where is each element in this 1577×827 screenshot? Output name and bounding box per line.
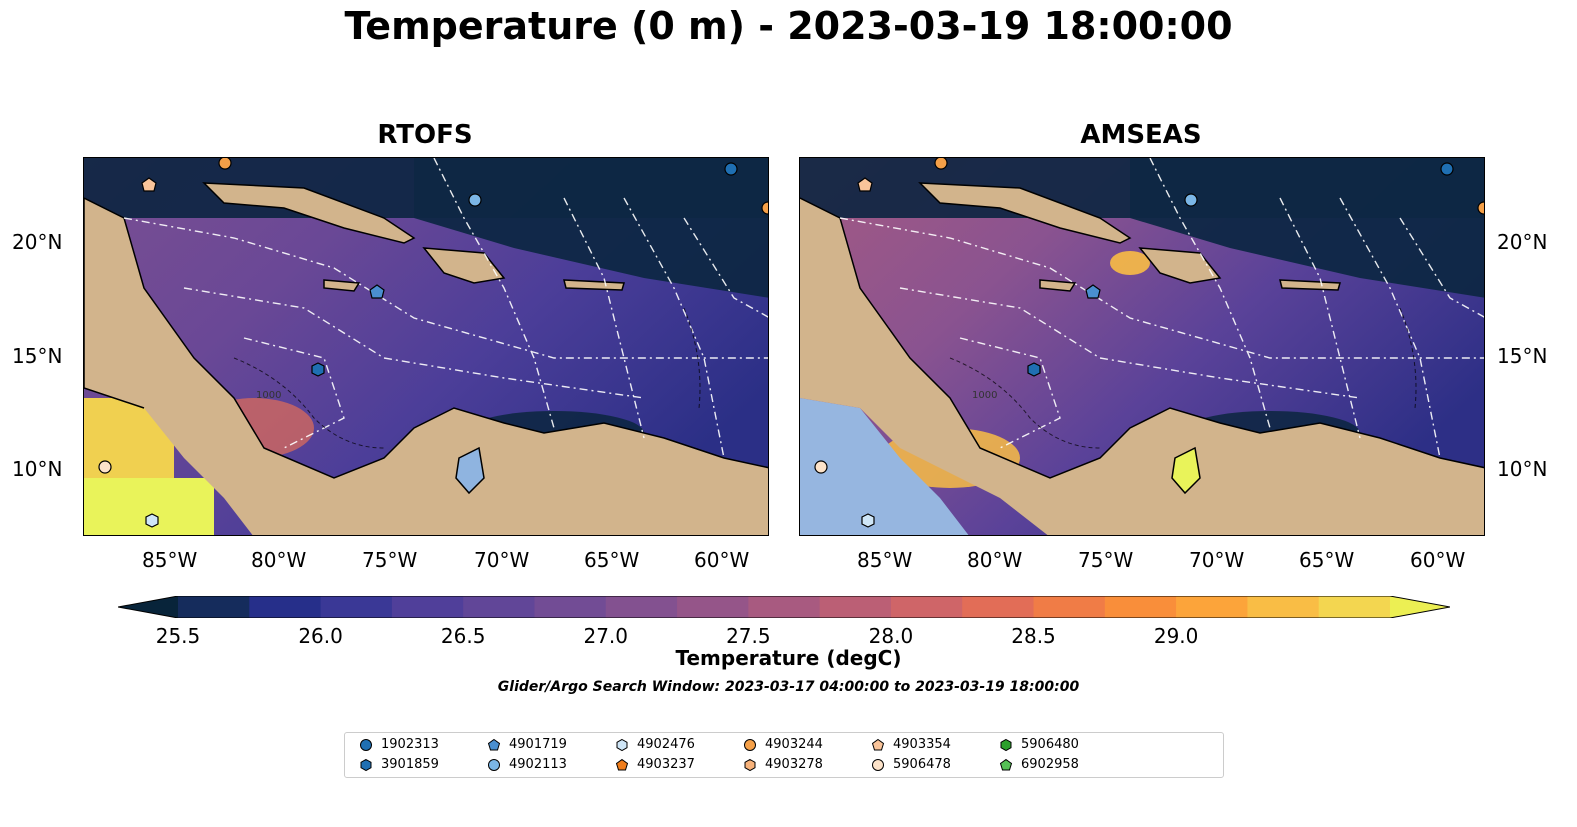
map-rtofs-svg: 1000 bbox=[84, 158, 768, 535]
legend-label: 4902113 bbox=[509, 757, 567, 772]
lon-tick-80w-right: 80°W bbox=[967, 548, 1023, 572]
colorbar-segment bbox=[677, 596, 749, 618]
legend-item: 5906478 bbox=[871, 757, 951, 772]
lat-tick-20n-right: 20°N bbox=[1497, 230, 1548, 254]
colorbar-segment bbox=[320, 596, 393, 618]
legend-label: 1902313 bbox=[381, 737, 439, 752]
lon-tick-70w-left: 70°W bbox=[474, 548, 530, 572]
circle-marker-icon bbox=[488, 758, 500, 771]
colorbar-tick-label: 29.0 bbox=[1153, 624, 1199, 648]
colorbar-segment bbox=[391, 596, 464, 618]
legend-item: 4903278 bbox=[743, 757, 823, 772]
colorbar-segment bbox=[962, 596, 1035, 618]
figure-title: Temperature (0 m) - 2023-03-19 18:00:00 bbox=[344, 4, 1233, 48]
lon-tick-70w-right: 70°W bbox=[1189, 548, 1245, 572]
map-amseas-svg: 1000 bbox=[800, 158, 1484, 535]
legend-item: 4903354 bbox=[871, 737, 951, 752]
legend-label: 5906478 bbox=[893, 757, 951, 772]
colorbar-segment bbox=[819, 596, 892, 618]
legend-item: 6902958 bbox=[999, 757, 1079, 772]
pentagon-marker-icon bbox=[615, 758, 629, 770]
legend-item: 4902113 bbox=[487, 757, 567, 772]
legend-label: 4902476 bbox=[637, 737, 695, 752]
legend-item: 3901859 bbox=[359, 757, 439, 772]
hexagon-marker-icon bbox=[360, 758, 372, 771]
lon-tick-60w-right: 60°W bbox=[1410, 548, 1466, 572]
circle-marker-icon bbox=[872, 758, 884, 771]
legend-item: 4903244 bbox=[743, 737, 823, 752]
hexagon-marker-icon bbox=[616, 738, 628, 751]
colorbar-tick-label: 28.0 bbox=[868, 624, 914, 648]
legend-item: 4902476 bbox=[615, 737, 695, 752]
legend-item: 1902313 bbox=[359, 737, 439, 752]
lon-tick-85w-right: 85°W bbox=[857, 548, 913, 572]
colorbar-tick-label: 26.0 bbox=[298, 624, 343, 648]
colorbar-segment bbox=[1318, 596, 1391, 618]
panel-title-amseas: AMSEAS bbox=[1080, 120, 1202, 150]
contour-label: 1000 bbox=[256, 390, 281, 401]
lat-tick-10n-right: 10°N bbox=[1497, 457, 1548, 481]
colorbar-extend-high bbox=[1390, 596, 1450, 618]
colorbar-segment bbox=[1247, 596, 1320, 618]
circle-marker-icon bbox=[744, 738, 756, 751]
lon-tick-60w-left: 60°W bbox=[694, 548, 750, 572]
legend-item: 4901719 bbox=[487, 737, 567, 752]
colorbar-segment bbox=[463, 596, 535, 618]
colorbar-segment bbox=[1033, 596, 1106, 618]
legend-label: 4903278 bbox=[765, 757, 823, 772]
colorbar-tick-label: 26.5 bbox=[440, 624, 486, 648]
lat-tick-20n-left: 20°N bbox=[12, 230, 63, 254]
colorbar-tick-label: 25.5 bbox=[155, 624, 201, 648]
colorbar-title: Temperature (degC) bbox=[675, 646, 902, 670]
search-window-text: Glider/Argo Search Window: 2023-03-17 04… bbox=[497, 679, 1080, 695]
lon-tick-85w-left: 85°W bbox=[142, 548, 198, 572]
legend-label: 4901719 bbox=[509, 737, 567, 752]
contour-label: 1000 bbox=[972, 390, 997, 401]
legend-label: 3901859 bbox=[381, 757, 439, 772]
legend-item: 5906480 bbox=[999, 737, 1079, 752]
hexagon-marker-icon bbox=[1000, 738, 1012, 751]
colorbar-segment bbox=[890, 596, 963, 618]
legend-label: 4903237 bbox=[637, 757, 695, 772]
colorbar-segment bbox=[1104, 596, 1177, 618]
pentagon-marker-icon bbox=[871, 738, 885, 750]
legend-item: 4903237 bbox=[615, 757, 695, 772]
pentagon-marker-icon bbox=[999, 758, 1013, 770]
lon-tick-80w-left: 80°W bbox=[251, 548, 307, 572]
lon-tick-65w-left: 65°W bbox=[584, 548, 640, 572]
colorbar-segment bbox=[1176, 596, 1248, 618]
float-legend: 1902313 3901859 4901719 4902113 4902476 49032… bbox=[344, 732, 1224, 778]
map-panel-amseas[interactable]: 1000 bbox=[799, 157, 1485, 536]
colorbar-segment bbox=[534, 596, 607, 618]
legend-label: 4903244 bbox=[765, 737, 823, 752]
hexagon-marker-icon bbox=[744, 758, 756, 771]
pentagon-marker-icon bbox=[487, 738, 501, 750]
colorbar-segment bbox=[748, 596, 821, 618]
colorbar-segment bbox=[178, 596, 250, 618]
legend-label: 5906480 bbox=[1021, 737, 1079, 752]
colorbar-segment bbox=[605, 596, 678, 618]
colorbar-tick-label: 27.5 bbox=[726, 624, 771, 648]
colorbar-extend-low bbox=[118, 596, 178, 618]
colorbar-segment bbox=[249, 596, 322, 618]
panel-title-rtofs: RTOFS bbox=[377, 120, 473, 150]
lon-tick-75w-right: 75°W bbox=[1078, 548, 1134, 572]
lon-tick-75w-left: 75°W bbox=[362, 548, 418, 572]
circle-marker-icon bbox=[360, 738, 372, 751]
lon-tick-65w-right: 65°W bbox=[1299, 548, 1355, 572]
lat-tick-15n-right: 15°N bbox=[1497, 344, 1548, 368]
colorbar bbox=[118, 596, 1450, 618]
legend-label: 4903354 bbox=[893, 737, 951, 752]
colorbar-tick-label: 28.5 bbox=[1011, 624, 1056, 648]
colorbar-tick-label: 27.0 bbox=[583, 624, 629, 648]
map-panel-rtofs[interactable]: 1000 bbox=[83, 157, 769, 536]
lat-tick-10n-left: 10°N bbox=[12, 457, 63, 481]
lat-tick-15n-left: 15°N bbox=[12, 344, 63, 368]
legend-label: 6902958 bbox=[1021, 757, 1079, 772]
